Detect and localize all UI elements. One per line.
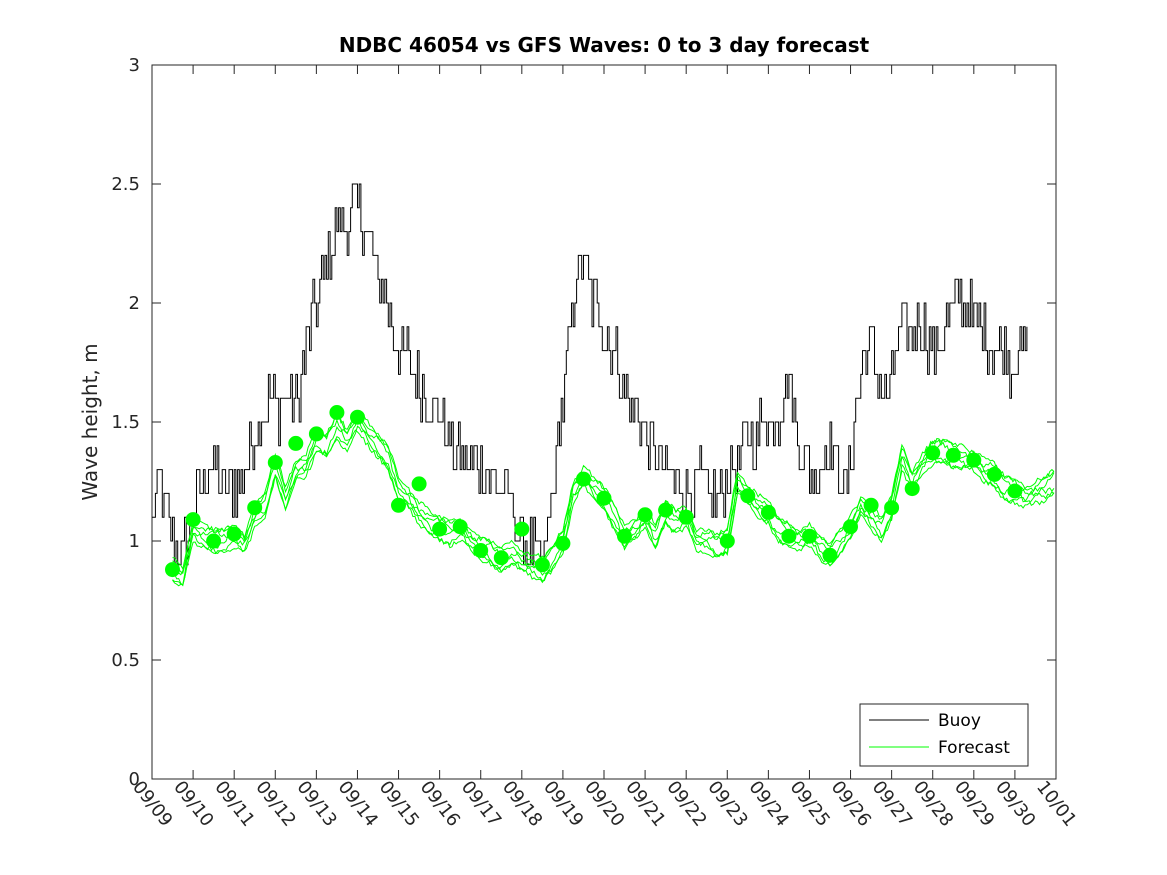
forecast-marker: [658, 502, 674, 518]
forecast-marker: [1007, 483, 1023, 499]
y-tick-label: 0: [129, 769, 140, 790]
forecast-marker: [617, 528, 632, 544]
forecast-marker: [288, 435, 304, 451]
buoy-series-line: [152, 183, 1028, 566]
legend-forecast-label: Forecast: [938, 738, 1010, 758]
chart-title: NDBC 46054 vs GFS Waves: 0 to 3 day fore…: [339, 33, 870, 57]
forecast-marker: [781, 528, 797, 544]
forecast-marker: [596, 490, 612, 506]
forecast-marker: [576, 471, 591, 487]
forecast-marker: [555, 535, 571, 551]
plot-area: 00.511.522.5309/0909/1009/1109/1209/1309…: [111, 55, 1080, 831]
forecast-marker: [411, 476, 427, 492]
forecast-marker: [514, 521, 530, 537]
forecast-marker: [637, 507, 653, 523]
legend-buoy-label: Buoy: [938, 711, 981, 731]
y-tick-label: 1: [129, 531, 140, 552]
forecast-marker: [986, 466, 1002, 482]
forecast-marker: [267, 455, 283, 470]
forecast-marker: [945, 447, 961, 463]
forecast-marker: [432, 521, 448, 537]
y-tick-label: 1.5: [111, 412, 140, 433]
forecast-marker: [473, 543, 489, 558]
forecast-marker: [884, 500, 900, 516]
y-tick-label: 2.5: [111, 174, 140, 195]
forecast-marker: [391, 497, 406, 513]
y-axis-label: Wave height, m: [78, 343, 102, 500]
forecast-marker: [719, 533, 735, 549]
forecast-marker: [247, 500, 263, 516]
forecast-marker: [308, 426, 324, 442]
forecast-ensemble-line: [172, 410, 1055, 587]
forecast-marker: [206, 533, 222, 549]
forecast-marker: [740, 488, 756, 504]
forecast-marker: [165, 562, 180, 578]
legend-box: [859, 703, 1029, 767]
forecast-marker: [493, 550, 509, 566]
forecast-marker: [534, 557, 550, 573]
forecast-marker: [863, 497, 879, 513]
forecast-marker: [678, 509, 694, 525]
forecast-marker: [843, 519, 858, 535]
forecast-marker: [904, 481, 920, 497]
forecast-marker: [822, 547, 838, 563]
forecast-marker: [760, 504, 776, 520]
legend: Buoy Forecast: [859, 703, 1029, 767]
forecast-marker: [226, 526, 242, 542]
forecast-ensemble-line: [172, 425, 1055, 576]
forecast-marker: [452, 519, 468, 535]
forecast-marker: [925, 445, 941, 461]
forecast-marker: [350, 409, 365, 425]
y-tick-label: 3: [129, 55, 140, 76]
forecast-marker: [802, 528, 817, 544]
axes-box: [151, 64, 1057, 780]
forecast-marker: [966, 452, 982, 468]
forecast-marker: [185, 512, 201, 528]
forecast-marker: [329, 405, 345, 420]
y-tick-label: 0.5: [111, 650, 140, 671]
y-tick-label: 2: [129, 293, 140, 314]
